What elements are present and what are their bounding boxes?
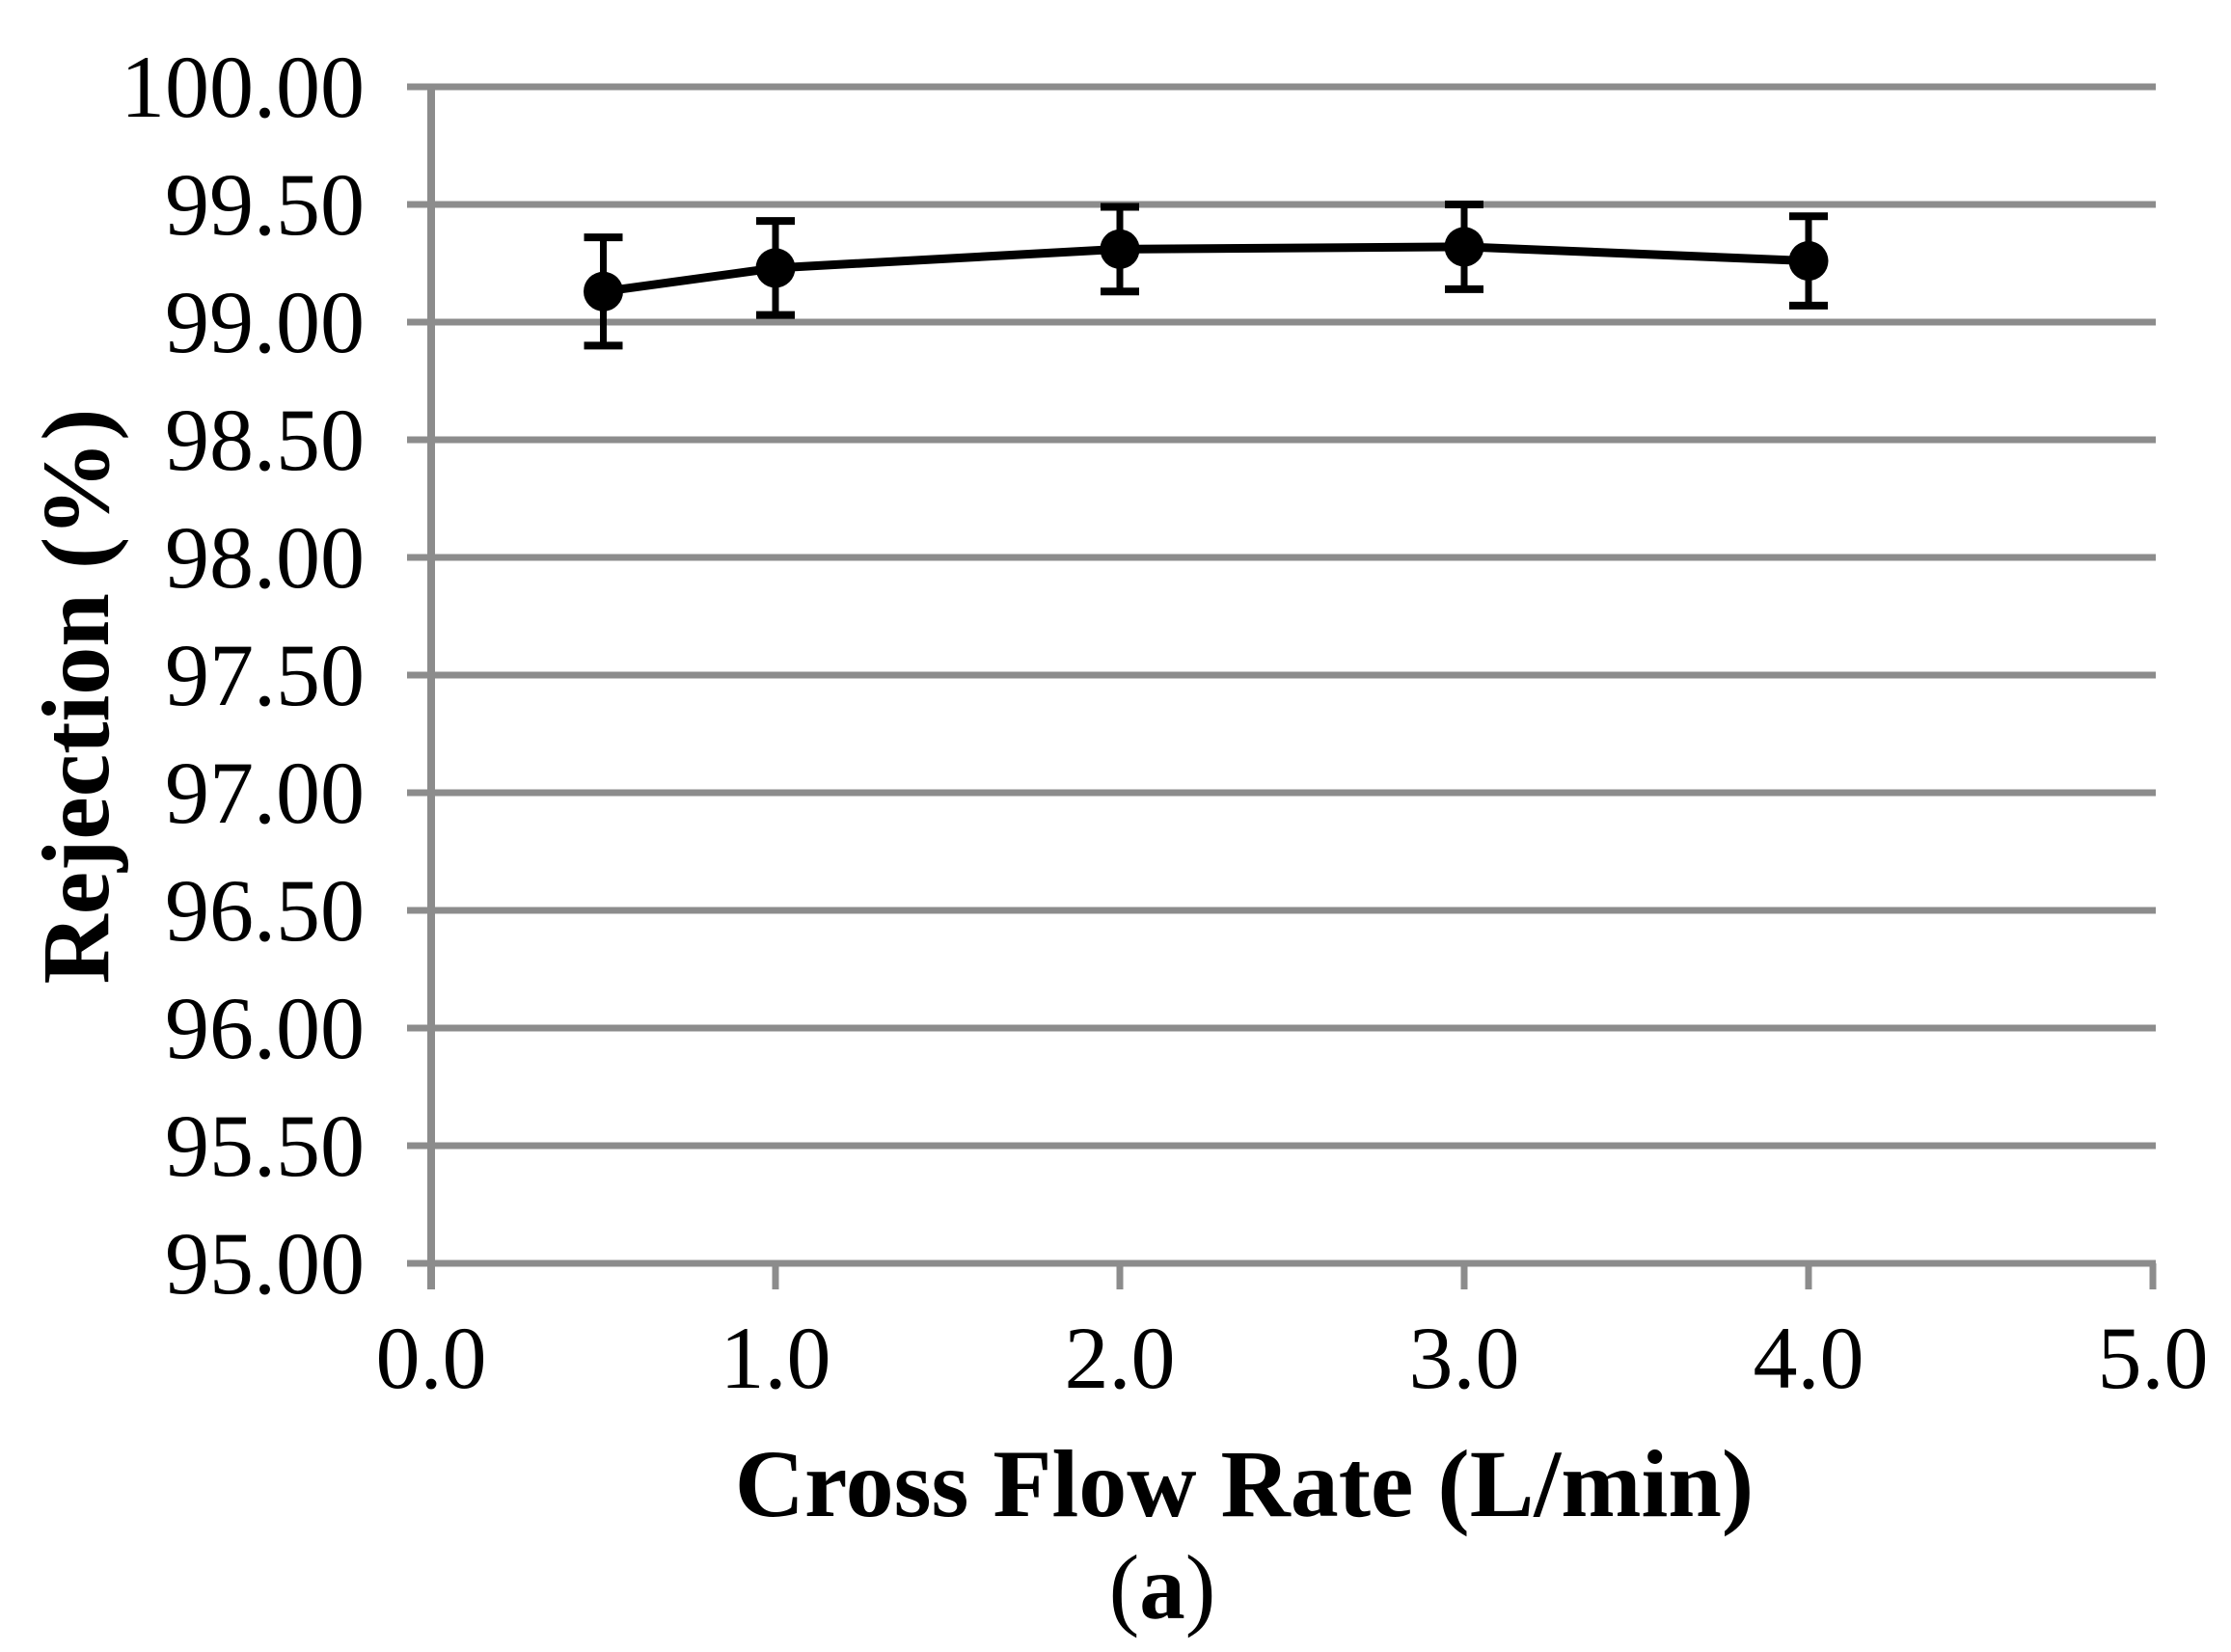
data-point-marker-5: [1788, 241, 1829, 282]
y-tick-label-97.5: 97.50: [165, 626, 365, 724]
y-tick-label-95.5: 95.50: [165, 1097, 365, 1195]
subfigure-caption: (a): [1109, 1536, 1216, 1638]
caption-letter: a: [1139, 1536, 1185, 1638]
y-tick-label-96: 96.00: [165, 979, 365, 1077]
y-tick-label-95: 95.00: [165, 1214, 365, 1313]
caption-close-paren: ): [1185, 1536, 1216, 1638]
y-tick-label-98.5: 98.50: [165, 391, 365, 489]
data-point-marker-4: [1444, 227, 1484, 267]
x-tick-label-2: 2.0: [1065, 1309, 1176, 1407]
x-tick-label-0: 0.0: [376, 1309, 487, 1407]
data-point-marker-3: [1100, 229, 1140, 269]
x-tick-label-4: 4.0: [1754, 1309, 1864, 1407]
y-axis-title: Rejection (%): [22, 409, 129, 985]
x-axis-title: Cross Flow Rate (L/min): [735, 1430, 1754, 1537]
gridlines-group: [407, 83, 2156, 1267]
x-ticks-group: [427, 1263, 2157, 1289]
x-tick-label-1: 1.0: [721, 1309, 831, 1407]
y-tick-label-98: 98.00: [165, 508, 365, 607]
caption-open-paren: (: [1109, 1536, 1140, 1638]
x-tick-labels-group: 0.0 1.0 2.0 3.0 4.0 5.0: [376, 1309, 2209, 1407]
y-tick-label-99: 99.00: [165, 273, 365, 371]
y-tick-label-100: 100.00: [121, 38, 365, 136]
data-point-marker-2: [755, 248, 796, 288]
data-markers-group: [584, 227, 1829, 311]
y-tick-label-96.5: 96.50: [165, 861, 365, 960]
x-tick-label-3: 3.0: [1409, 1309, 1520, 1407]
y-tick-label-99.5: 99.50: [165, 155, 365, 254]
y-tick-label-97: 97.00: [165, 744, 365, 842]
x-tick-label-5: 5.0: [2098, 1309, 2209, 1407]
y-tick-labels-group: 95.00 95.50 96.00 96.50 97.00 97.50 98.00 98.50…: [121, 38, 365, 1313]
data-point-marker-1: [584, 271, 623, 311]
